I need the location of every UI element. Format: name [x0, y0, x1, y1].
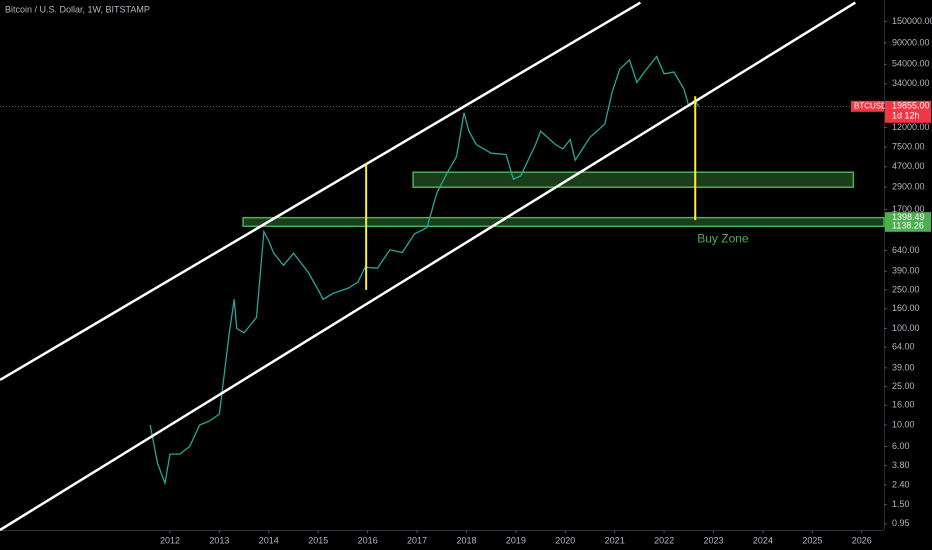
x-tick-label: 2019: [506, 535, 526, 545]
x-tick-label: 2021: [605, 535, 625, 545]
x-tick-label: 2020: [555, 535, 575, 545]
channel-line: [0, 1, 856, 532]
y-tick-label: 1700.00: [892, 204, 925, 214]
x-tick-label: 2016: [358, 535, 378, 545]
y-tick-label: 16.00: [892, 400, 915, 410]
x-tick-label: 2022: [654, 535, 674, 545]
y-tick-label: 90000.00: [892, 37, 930, 47]
x-tick-label: 2012: [160, 535, 180, 545]
y-tick-label: 6.00: [892, 441, 910, 451]
y-tick-label: 7500.00: [892, 142, 925, 152]
x-tick-label: 2026: [852, 535, 872, 545]
y-tick-label: 10.00: [892, 419, 915, 429]
price-line: [149, 55, 700, 486]
zone-price-box: [885, 220, 931, 232]
y-tick-label: 250.00: [892, 284, 920, 294]
last-price-box: [885, 100, 931, 123]
zone-price-box: [885, 212, 931, 224]
x-tick-label: 2023: [704, 535, 724, 545]
y-tick-label: 4700.00: [892, 161, 925, 171]
y-tick-label: 54000.00: [892, 59, 930, 69]
y-tick-label: 1.50: [892, 499, 910, 509]
x-tick-label: 2018: [456, 535, 476, 545]
y-tick-label: 640.00: [892, 245, 920, 255]
y-tick-label: 12000.00: [892, 122, 930, 132]
y-tick-label: 150000.00: [892, 16, 932, 26]
y-tick-label: 25.00: [892, 381, 915, 391]
x-tick-label: 2013: [209, 535, 229, 545]
x-tick-label: 2014: [259, 535, 279, 545]
y-tick-label: 3.80: [892, 460, 910, 470]
y-tick-label: 160.00: [892, 303, 920, 313]
symbol-label: BTCUSD: [854, 101, 887, 110]
y-tick-label: 390.00: [892, 266, 920, 276]
zone: [412, 171, 855, 188]
y-tick-label: 2.40: [892, 479, 910, 489]
symbol-box: [851, 100, 884, 112]
y-tick-label: 39.00: [892, 362, 915, 372]
zone-price-label: 1138.26: [892, 221, 924, 231]
zone: [242, 216, 885, 228]
channel-line: [0, 1, 642, 381]
y-tick-label: 34000.00: [892, 78, 930, 88]
annotation: Buy Zone: [697, 231, 749, 245]
y-tick-label: 0.95: [892, 518, 910, 528]
y-tick-label: 100.00: [892, 323, 920, 333]
y-tick-label: 64.00: [892, 341, 915, 351]
last-price-label: 19855.00: [892, 101, 930, 111]
zone-price-label: 1398.49: [892, 212, 925, 222]
x-tick-label: 2024: [753, 535, 773, 545]
y-tick-label: 2900.00: [892, 181, 925, 191]
countdown-label: 1d 12h: [892, 111, 920, 121]
chart-title: Bitcoin / U.S. Dollar, 1W, BITSTAMP: [5, 4, 150, 14]
x-tick-label: 2015: [308, 535, 328, 545]
x-tick-label: 2025: [802, 535, 822, 545]
x-tick-label: 2017: [407, 535, 427, 545]
